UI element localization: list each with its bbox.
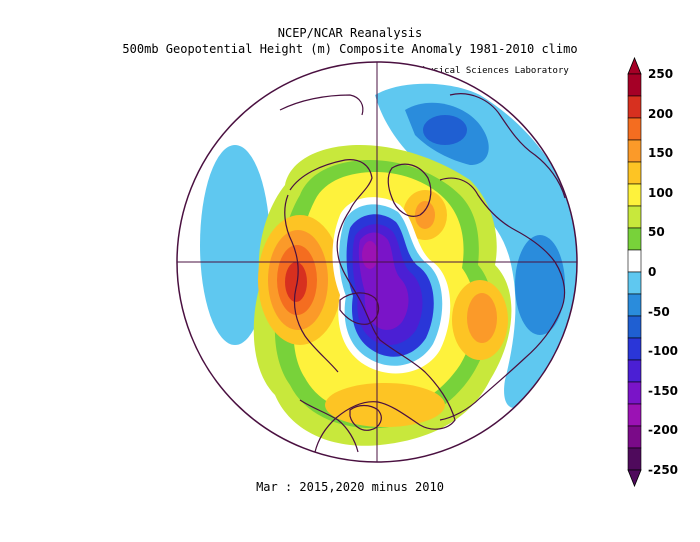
colorbar-segment [627,337,642,361]
map-subtitle: 500mb Geopotential Height (m) Composite … [122,42,578,56]
pos-anomaly-west-core [285,262,307,302]
colorbar-tick-label: -200 [648,423,679,438]
neg-anomaly-europe-inner [423,115,467,145]
colorbar-segment [627,227,642,251]
colorbar-segment [627,293,642,317]
colorbar-segment [627,139,642,163]
anomaly-field [177,62,577,462]
colorbar-segment [627,161,642,185]
pos-anomaly-north-core [415,201,435,229]
caption: Mar : 2015,2020 minus 2010 [256,480,444,494]
coast-greenland [387,163,432,217]
coast-asia-north [279,94,364,116]
colorbar-tick-label: 50 [648,225,665,240]
colorbar-segment [627,425,642,449]
coast-north-america [289,159,456,453]
colorbar-tick-label: -250 [648,463,679,477]
colorbar-tick-label: -100 [648,344,679,359]
colorbar-segment [627,183,642,207]
map-title: NCEP/NCAR Reanalysis [277,26,423,40]
coast-west [284,194,339,373]
neg-anomaly-east [515,235,565,335]
coast-gulf [349,404,382,431]
coast-europe [449,93,566,199]
colorbar [627,56,642,488]
colorbar-tick-label: 100 [648,185,674,200]
neg-anomaly-pacific [200,145,270,345]
colorbar-tick-label: 200 [648,106,674,121]
colorbar-segment [627,359,642,383]
pos-anomaly-southeast-core [467,293,497,343]
colorbar-tick-label: -150 [648,383,679,398]
colorbar-segment [627,271,642,295]
colorbar-segment [627,117,642,141]
colorbar-tick-label: 0 [648,265,657,279]
neg-anomaly-center-min [362,241,378,269]
pos-anomaly-south [325,383,445,427]
map-rim [176,61,578,463]
colorbar-segment [627,447,642,471]
colorbar-min-arrow [627,469,642,488]
colorbar-segment [627,403,642,427]
colorbar-tick-label: -50 [648,304,670,319]
coast-eurasia [439,177,566,421]
colorbar-segment [627,205,642,229]
colorbar-segment [627,249,642,273]
colorbar-segment [627,73,642,97]
coast-central-america [299,399,359,453]
colorbar-segment [627,315,642,339]
credit-label: NOAA Physical Sciences Laboratory [390,66,569,76]
colorbar-tick-label: 250 [648,67,674,81]
colorbar-segment [627,381,642,405]
colorbar-max-arrow [627,56,642,75]
colorbar-segment [627,95,642,119]
colorbar-tick-label: 150 [648,146,674,161]
